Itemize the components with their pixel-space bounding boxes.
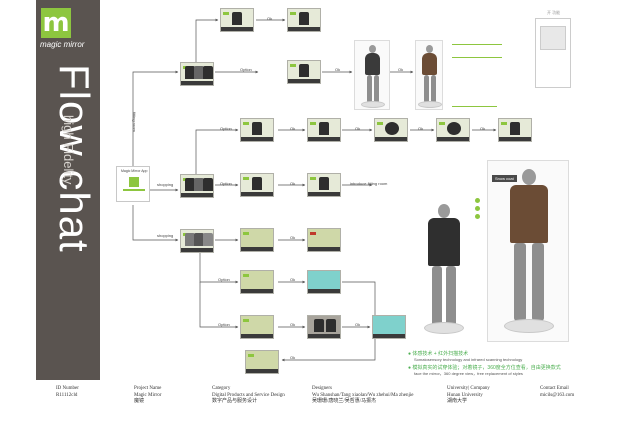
hub-screen-shopping[interactable]	[180, 174, 214, 198]
screen-low-3[interactable]	[240, 270, 274, 294]
ok-label-top: Ok	[267, 16, 273, 21]
screen-low-7[interactable]	[372, 315, 406, 339]
mannequin-small-1	[354, 40, 390, 110]
start-node-label: Magic Mirror App	[121, 169, 148, 173]
mannequin-large-black	[410, 200, 478, 342]
start-node-logo	[129, 177, 139, 187]
footer-designers: Designers Wu Shanshan/Tang xiaolan/Wu zh…	[312, 386, 413, 406]
mannequin-large-brown: Snow coat	[487, 160, 569, 342]
corner-label: 开 功能	[547, 10, 561, 15]
footer-designers-value-cn: 吴珊珊/唐晓兰/吴哲惠/马振杰	[312, 399, 377, 404]
screen-shop-5[interactable]	[498, 118, 532, 142]
ok-label-shop-3: Ok	[418, 126, 424, 131]
footer-category-label: Category	[212, 386, 231, 391]
start-node[interactable]: Magic Mirror App	[116, 166, 150, 202]
ok-label-low-4: Ok	[355, 322, 361, 327]
ok-label-low-5: Ok	[290, 355, 296, 360]
screen-shop-1[interactable]	[240, 118, 274, 142]
option-label-low-2: Option	[218, 322, 230, 327]
footer-university-label: University| Company	[447, 386, 490, 391]
footer-category-value-cn: 数字产品与服务设计	[212, 399, 258, 404]
shopping-label-1: shopping	[157, 182, 174, 187]
footer-id-label: ID Number	[56, 386, 79, 391]
ok-label-fit-1: Ok	[335, 67, 341, 72]
option-label-shop-1: Option	[220, 126, 232, 131]
footer-project-label: Project Name	[134, 386, 162, 391]
footer-project-value-cn: 魔镜	[134, 399, 145, 404]
feature-2-cn-text: 模拟真实的试穿体验；对着镜子，360度全方位查看，自由更换款式	[412, 365, 561, 371]
ok-label-low-2: Ok	[290, 277, 296, 282]
option-button-3[interactable]	[475, 214, 480, 219]
option-label-shop-2: Option	[220, 181, 232, 186]
magic-mirror-logo: m	[41, 8, 71, 38]
bullet-icon: ●	[408, 351, 413, 357]
brand-panel	[36, 0, 100, 380]
ok-label-low-3: Ok	[290, 322, 296, 327]
guide-note: introduce fitting room	[350, 181, 388, 186]
brand-name: magic mirror	[40, 40, 85, 49]
footer-category-value-en: Digital Products and Service Design	[212, 392, 285, 398]
footer-id-value: R11112cld	[56, 392, 78, 398]
screen-top-1[interactable]	[220, 8, 254, 32]
shopping-label-2: shopping	[157, 233, 174, 238]
hub-screen-shopping-2[interactable]	[180, 229, 214, 253]
footer-designers-value-en: Wu Shanshan/Tang xiaolan/Wu zhehui/Ma zh…	[312, 392, 414, 398]
bullet-icon: ●	[408, 365, 413, 371]
option-button-2[interactable]	[475, 206, 480, 211]
footer-university: University| Company Hunan University 湖南大…	[447, 386, 490, 406]
screen-shop-row2-2[interactable]	[307, 173, 341, 197]
mannequin-small-2	[415, 40, 443, 110]
footer-project-value-en: Magic Mirror	[134, 392, 162, 398]
footer-contact: Contact Email micils@163.com	[540, 386, 574, 399]
feature-line-1-en: Somatosensory technology and infrared sc…	[414, 357, 523, 362]
footer-designers-label: Designers	[312, 386, 332, 391]
screen-shop-4[interactable]	[436, 118, 470, 142]
footer-university-value-en: Hunan University	[447, 392, 483, 398]
feature-1-cn-text: 体感技术 + 红外扫描技术	[412, 351, 469, 357]
footer-university-value-cn: 湖南大学	[447, 399, 468, 404]
start-node-logo-bar	[123, 189, 145, 191]
ok-label-low-1: Ok	[290, 235, 296, 240]
annotation-lines-top	[452, 44, 502, 58]
screen-low-5[interactable]	[240, 315, 274, 339]
ok-label-shop-4: Ok	[480, 126, 486, 131]
logo-letter: m	[42, 8, 70, 38]
option-button-1[interactable]	[475, 198, 480, 203]
feature-line-2-cn: ● 模拟真实的试穿体验；对着镜子，360度全方位查看，自由更换款式	[408, 364, 561, 371]
screen-low-2[interactable]	[307, 228, 341, 252]
footer-id: ID Number R11112cld	[56, 386, 79, 399]
footer-contact-label: Contact Email	[540, 386, 569, 391]
mannequin-tag: Snow coat	[492, 175, 517, 182]
screen-top-2[interactable]	[287, 8, 321, 32]
hub-screen-fitting[interactable]	[180, 62, 214, 86]
footer-project: Project Name Magic Mirror 魔镜	[134, 386, 161, 406]
screen-low-8[interactable]	[245, 350, 279, 374]
feature-line-2-en: face the mirror，360 degree view，free rep…	[414, 371, 523, 376]
option-label-top: Option	[240, 67, 252, 72]
screen-fitting-2[interactable]	[287, 60, 321, 84]
fitting-room-label: fitting room	[132, 112, 137, 132]
screen-shop-row2-1[interactable]	[240, 173, 274, 197]
corner-placeholder-inner	[540, 26, 566, 50]
screen-low-6[interactable]	[307, 315, 341, 339]
footer-category: Category Digital Products and Service De…	[212, 386, 285, 406]
feature-line-1-cn: ● 体感技术 + 红外扫描技术	[408, 350, 468, 357]
ok-label-shop-1: Ok	[290, 126, 296, 131]
annotation-line-bottom	[452, 106, 497, 107]
option-label-low-1: Option	[218, 277, 230, 282]
screen-low-1[interactable]	[240, 228, 274, 252]
screen-shop-2[interactable]	[307, 118, 341, 142]
ok-label-fit-2: Ok	[398, 67, 404, 72]
footer-contact-value[interactable]: micils@163.com	[540, 392, 575, 398]
screen-shop-3[interactable]	[374, 118, 408, 142]
ok-label-shop-row2: Ok	[290, 181, 296, 186]
ok-label-shop-2: Ok	[355, 126, 361, 131]
screen-low-4[interactable]	[307, 270, 341, 294]
